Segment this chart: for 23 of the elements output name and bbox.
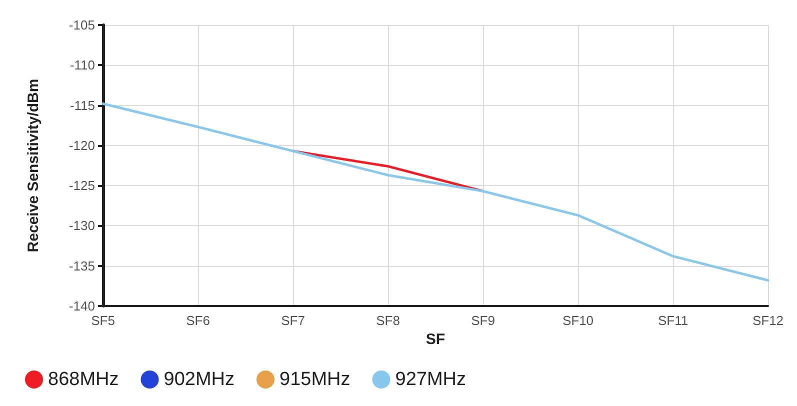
- y-tick-label: -115: [70, 98, 95, 113]
- y-tick-label: -105: [68, 18, 95, 32]
- x-tick-label: SF11: [658, 313, 688, 328]
- legend-label: 868MHz: [48, 369, 119, 390]
- y-tick-label: -120: [68, 138, 95, 153]
- line-series: [102, 102, 770, 282]
- y-tick-label: -130: [68, 218, 95, 234]
- x-axis-title: SF: [426, 331, 446, 348]
- x-tick-label: SF7: [281, 313, 305, 328]
- legend-label: 927MHz: [395, 369, 466, 390]
- legend-label: 902MHz: [164, 369, 234, 390]
- x-tick-label: SF9: [471, 313, 495, 328]
- y-tick-label: -125: [68, 178, 95, 194]
- x-tick-label: SF5: [91, 313, 115, 328]
- legend-label: 915MHz: [280, 369, 350, 390]
- x-tick-label: SF10: [562, 313, 594, 328]
- x-tick-label: SF8: [376, 313, 400, 328]
- y-axis-title: Receive Sensitivity/dBm: [25, 78, 42, 252]
- x-tick-label: SF12: [752, 313, 784, 328]
- y-tick-label: -110: [70, 58, 95, 73]
- y-tick-label: -140: [68, 298, 95, 314]
- y-tick-label: -135: [68, 258, 95, 274]
- x-tick-label: SF6: [186, 313, 210, 328]
